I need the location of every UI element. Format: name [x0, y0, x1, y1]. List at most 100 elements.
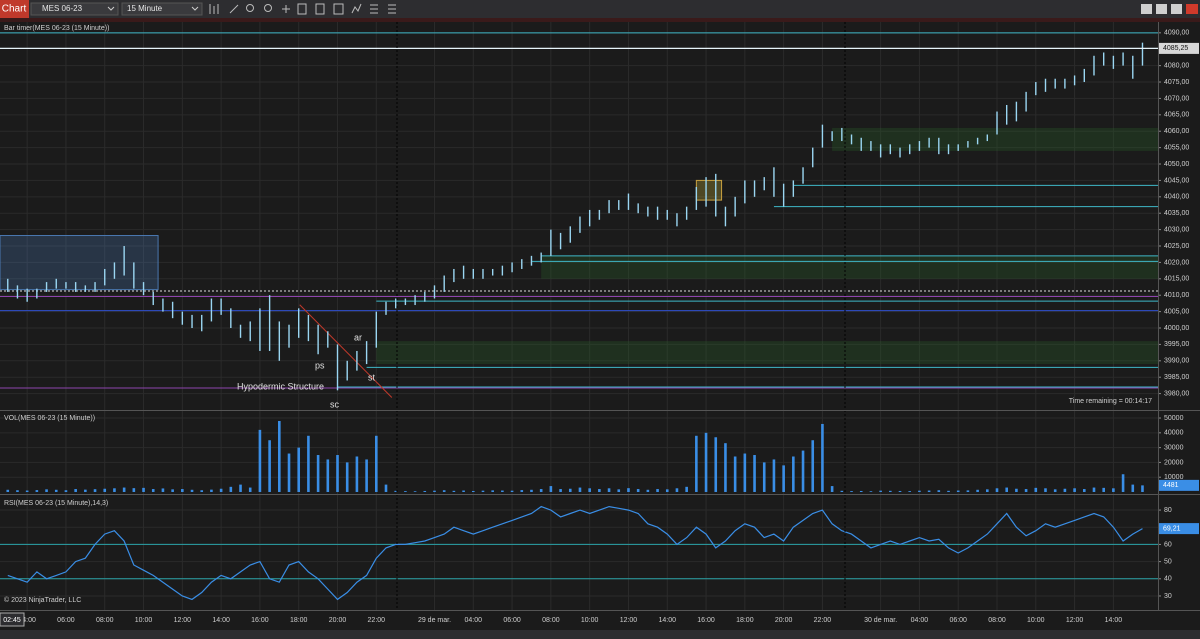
volume-bar: [811, 440, 815, 492]
volume-bar: [423, 490, 427, 492]
volume-bar: [229, 486, 233, 492]
volume-bar: [792, 456, 795, 492]
y-tick-label: 4075,00: [1164, 79, 1189, 86]
volume-bar: [462, 490, 465, 492]
y-tick-label: 30: [1164, 593, 1172, 600]
volume-bar: [830, 486, 834, 492]
y-tick-label: 4035,00: [1164, 210, 1189, 217]
minimize-button[interactable]: [1141, 4, 1152, 14]
x-tick-label: 12:00: [620, 617, 638, 624]
volume-bar: [210, 489, 213, 492]
volume-bar: [898, 490, 902, 492]
maximize-button[interactable]: [1156, 4, 1167, 14]
scrollbar[interactable]: [0, 630, 1200, 639]
volume-bar: [471, 490, 475, 492]
annotation: st: [368, 372, 376, 382]
x-tick-label: 20:00: [329, 617, 347, 624]
volume-bar: [976, 489, 979, 492]
volume-bar: [956, 490, 960, 492]
volume-bar: [947, 490, 950, 492]
volume-bar: [433, 490, 436, 492]
volume-bar: [549, 486, 553, 492]
volume-bar: [171, 489, 174, 492]
chart-tab[interactable]: [0, 0, 29, 18]
y-tick-label: 4055,00: [1164, 144, 1189, 151]
tab-label: Chart: [2, 4, 27, 15]
volume-bar: [908, 491, 912, 492]
y-tick-label: 50: [1164, 558, 1172, 565]
volume-bar: [287, 453, 291, 492]
volume-bar: [452, 490, 456, 492]
volume-bar: [278, 420, 281, 492]
y-tick-label: 60: [1164, 541, 1172, 548]
time-remaining: Time remaining = 00:14:17: [1069, 398, 1152, 405]
volume-bar: [927, 490, 931, 492]
x-tick-label: 22:00: [814, 617, 832, 624]
volume-bar: [1024, 489, 1028, 492]
y-tick-label: 4070,00: [1164, 95, 1189, 102]
x-tick-label: 12:00: [174, 617, 192, 624]
x-tick-label: 10:00: [581, 617, 599, 624]
volume-bar: [1034, 487, 1038, 492]
volume-bar: [636, 489, 640, 492]
x-tick-label: 30 de mar.: [864, 617, 897, 624]
volume-bar: [345, 462, 349, 492]
volume-bar: [559, 489, 562, 492]
cursor-time: 02:45: [3, 617, 21, 624]
y-tick-label: 4010,00: [1164, 292, 1189, 299]
volume-bar: [64, 490, 68, 492]
volume-bar: [1082, 489, 1086, 492]
volume-bar: [1112, 488, 1115, 492]
x-tick-label: 18:00: [290, 617, 308, 624]
volume-bar: [1053, 489, 1057, 492]
instrument-select[interactable]: [30, 2, 119, 16]
volume-bar: [704, 432, 708, 492]
top-strip: [0, 18, 1200, 22]
volume-bar: [54, 489, 58, 492]
volume-bar: [530, 489, 533, 492]
annotation: ar: [354, 332, 362, 342]
close-button[interactable]: [1186, 4, 1198, 14]
y-tick-label: 4050,00: [1164, 161, 1189, 168]
y-tick-label: 4045,00: [1164, 177, 1189, 184]
x-tick-label: 04:00: [18, 617, 36, 624]
x-tick-label: 20:00: [775, 617, 793, 624]
y-tick-label: 3990,00: [1164, 358, 1189, 365]
volume-bar: [656, 489, 659, 492]
volume-bar: [801, 450, 805, 492]
toolbar-icons[interactable]: [209, 3, 396, 15]
trend-line: [299, 304, 393, 398]
x-tick-label: 06:00: [57, 617, 75, 624]
volume-bar: [1044, 488, 1047, 492]
volume-bar: [1141, 485, 1144, 492]
y-tick-label: 80: [1164, 507, 1172, 514]
volume-bar: [598, 489, 601, 492]
volume-bar: [995, 488, 999, 492]
panel-title: Bar timer(MES 06-23 (15 Minute)): [4, 25, 109, 32]
volume-bar: [840, 490, 844, 492]
volume-bar: [743, 453, 747, 492]
rsi-line: [7, 505, 1143, 601]
volume-bar: [675, 488, 679, 492]
y-tick-label: 4005,00: [1164, 308, 1189, 315]
volume-bar: [122, 487, 126, 492]
volume-bar: [889, 490, 892, 492]
restore-button[interactable]: [1171, 4, 1182, 14]
volume-bar: [442, 490, 446, 492]
dropdown-arrow: [191, 6, 199, 11]
y-tick-label: 4065,00: [1164, 112, 1189, 119]
volume-bar: [161, 488, 165, 492]
x-tick-label: 08:00: [542, 617, 560, 624]
interval-select[interactable]: [121, 2, 203, 16]
annotation: sc: [330, 399, 340, 409]
interval-label: 15 Minute: [127, 4, 163, 13]
y-tick-label: 4020,00: [1164, 259, 1189, 266]
y-tick-label: 50000: [1164, 415, 1184, 422]
volume-bar: [84, 489, 87, 492]
volume-bar: [336, 455, 339, 492]
volume-bar: [404, 491, 407, 492]
last-value-label: 4481: [1163, 482, 1179, 489]
y-tick-label: 4080,00: [1164, 62, 1189, 69]
volume-bar: [665, 489, 669, 492]
